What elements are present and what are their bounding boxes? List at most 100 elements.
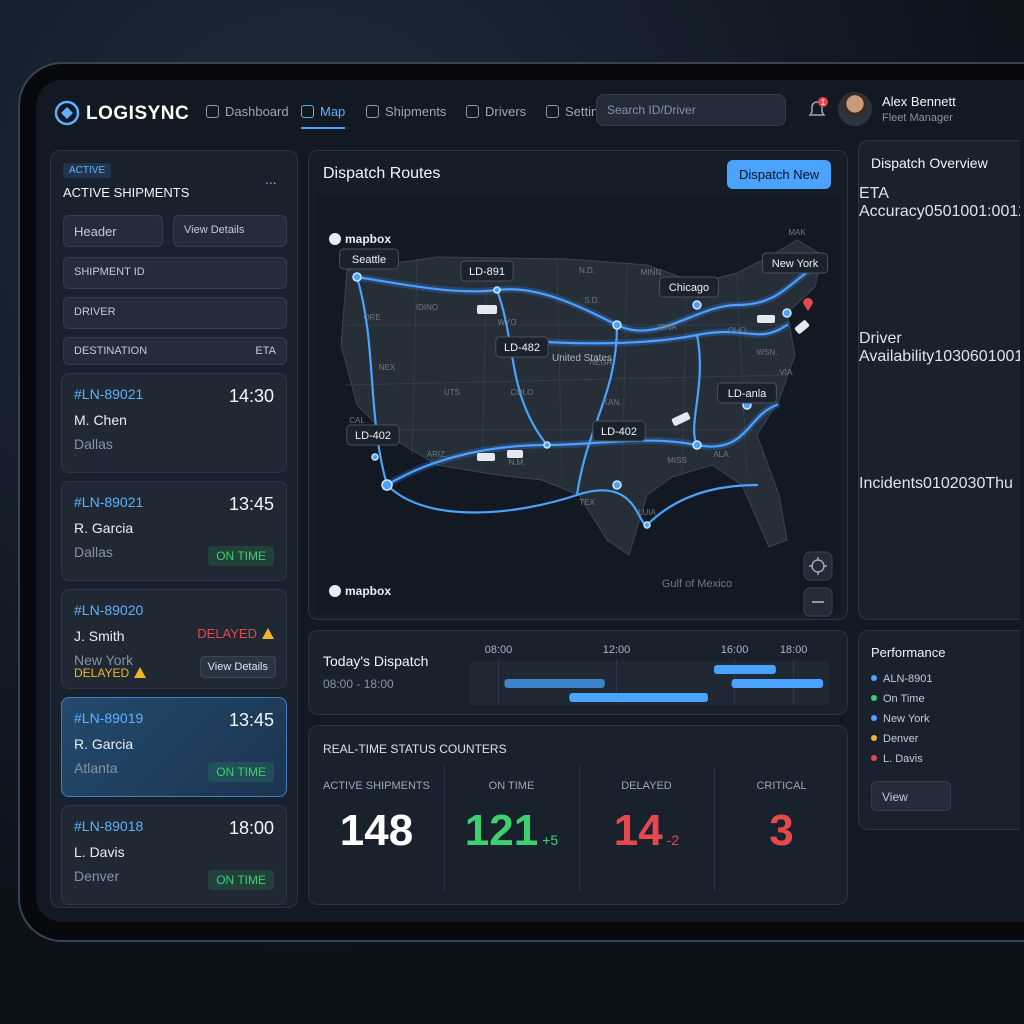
water-label: Gulf of Mexico [662, 578, 732, 590]
status-pill: ON TIME [208, 762, 274, 782]
performance-button[interactable]: View [871, 781, 951, 811]
performance-panel: Performance ALN-8901 On Time New York Denve… [858, 630, 1020, 830]
region-label: N.D. [579, 266, 595, 275]
route-label: LD-891 [469, 266, 505, 278]
region-label: ORE [363, 313, 380, 322]
filter-label: SHIPMENT ID [74, 266, 145, 278]
city-label-box [339, 248, 399, 270]
eta: 18:00 [228, 818, 274, 838]
column-eta: ETA [255, 345, 276, 357]
zoom-out-button[interactable] [803, 587, 833, 617]
shipment-card[interactable]: #LN-89019 R. Garcia Atlanta 13:45 ON TIME [61, 697, 287, 797]
route-label: LD-402 [601, 426, 637, 438]
avatar[interactable] [838, 92, 872, 126]
nav-label: Map [320, 104, 346, 119]
shipment-list: #LN-89021 M. Chen Dallas 14:30 #LN-89021 R. G… [51, 373, 297, 907]
performance-label: On Time [883, 693, 925, 705]
legend-dot [871, 695, 877, 701]
timeline-tick-label: 12:00 [603, 644, 631, 656]
mini-x-tick-label: 100 [1014, 348, 1020, 365]
shipment-card[interactable]: #LN-89021 M. Chen Dallas 14:30 [61, 373, 287, 473]
counter: DELAYED 14 -2 [579, 766, 715, 891]
nav-label: Shipments [385, 104, 447, 119]
menu[interactable]: ... [265, 171, 277, 187]
region-label: IDINO [416, 303, 438, 312]
route-nodes [352, 272, 792, 529]
search-box[interactable]: Search ID/Driver [596, 94, 786, 126]
nav-item[interactable]: Drivers [466, 104, 526, 119]
logo-icon [54, 100, 80, 126]
bell-icon[interactable]: 1 [804, 96, 830, 122]
counter: ACTIVE SHIPMENTS 148 [309, 766, 445, 891]
shipment-id: #LN-89021 [74, 494, 144, 510]
dispatch-new-button[interactable]: Dispatch New [727, 160, 832, 189]
region-label: TEX [579, 498, 595, 507]
column-header: DESTINATION ETA [63, 337, 287, 365]
region-label: LUIA [638, 508, 656, 517]
region-label: KAN. [603, 398, 622, 407]
mini-chart-title: Incidents [859, 475, 924, 492]
legend-dot [871, 735, 877, 741]
locate-button[interactable] [803, 551, 833, 581]
region-label: WSN. [757, 348, 778, 357]
shipment-id: #LN-89020 [74, 602, 144, 618]
counter-value-row: 3 [714, 806, 847, 856]
overview-panel: Dispatch Overview ETA Accuracy0501001:00… [858, 140, 1020, 620]
shipment-id: #LN-89019 [74, 710, 144, 726]
mini-y-tick-label: 100 [951, 203, 979, 220]
shipment-card[interactable]: #LN-89018 L. Davis Denver 18:00 ON TIME [61, 805, 287, 905]
filter-row[interactable]: SHIPMENT ID [63, 257, 287, 289]
mini-chart: Incidents0102030Thu [859, 475, 1013, 493]
region-label: COLO [511, 388, 534, 397]
timeline-bar [731, 679, 824, 688]
route-label-box [460, 260, 514, 282]
nav-item[interactable]: Map [301, 104, 346, 129]
counter-label: DELAYED [621, 780, 672, 792]
counter-value-row: 148 [309, 806, 444, 856]
driver: R. Garcia [74, 736, 134, 752]
eta: 14:30 [228, 386, 274, 406]
status-label: DELAYED [197, 626, 257, 641]
timeline-bar [569, 693, 709, 702]
shipment-card[interactable]: #LN-89021 R. Garcia Dallas 13:45 ON TIME [61, 481, 287, 581]
sidebar: ACTIVE ACTIVE SHIPMENTS ... Header View … [50, 150, 298, 908]
mini-chart-title: ETA Accuracy [859, 185, 925, 220]
performance-title: Performance [871, 645, 946, 660]
timeline-tick-label: 16:00 [721, 644, 749, 656]
timeline-title: Today's Dispatch [323, 653, 429, 669]
region-label: MAK [788, 228, 806, 237]
counter-value: 121 [464, 806, 539, 855]
legend-dot [871, 715, 877, 721]
shipment-card[interactable]: #LN-89020 J. Smith New York DELAYED DELAYED V… [61, 589, 287, 689]
route-label-box [592, 420, 646, 442]
header-field[interactable]: Header [63, 215, 163, 247]
view-details-button[interactable]: View Details [199, 656, 276, 678]
country-label: United States [552, 353, 612, 364]
mini-chart-title: Driver Availability [859, 330, 935, 365]
nav-label: Dashboard [225, 104, 289, 119]
mini-y-tick-label: 20 [949, 475, 968, 492]
destination: Dallas [74, 436, 113, 452]
region-label: N.M. [509, 458, 526, 467]
filter-row[interactable]: DRIVER [63, 297, 287, 329]
view-details-dropdown[interactable]: View Details [173, 215, 287, 247]
map-panel: Dispatch Routes Dispatch New [308, 150, 848, 620]
legend-dot [871, 675, 877, 681]
city-label-box [659, 276, 719, 298]
route-label: LD-482 [504, 342, 540, 354]
counter-value-row: 121 +5 [444, 806, 579, 856]
performance-label: Denver [883, 733, 919, 745]
timeline-range: 08:00 - 18:00 [323, 677, 394, 691]
state-borders [344, 257, 788, 486]
destination: New York [74, 652, 134, 668]
nav-item[interactable]: Dashboard [206, 104, 289, 119]
region-label: MINN. [641, 268, 664, 277]
status-pill: ON TIME [208, 546, 274, 566]
legend-dot [871, 755, 877, 761]
nav-item[interactable]: Shipments [366, 104, 446, 119]
region-label: ARIZ. [427, 450, 447, 459]
mini-y-tick-label: 10 [934, 348, 953, 365]
mini-chart: Driver Availability1030601001001023 [859, 330, 1020, 366]
screen: LOGISYNC Dashboard Map Shipments Drivers Set… [36, 80, 1024, 922]
